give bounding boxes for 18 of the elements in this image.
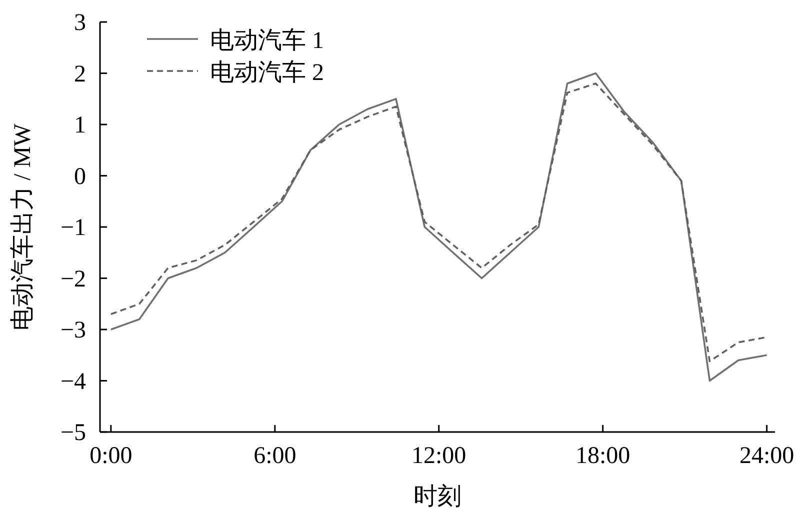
y-tick-label: −3 [60, 318, 86, 344]
y-tick-label: 3 [74, 10, 86, 36]
x-tick-label: 0:00 [90, 443, 132, 469]
y-tick-label: −4 [60, 368, 86, 395]
x-tick-label: 12:00 [412, 443, 466, 469]
x-tick-label: 6:00 [254, 443, 296, 469]
x-tick-label: 18:00 [576, 443, 630, 469]
y-axis-title: 电动汽车出力 / MW [9, 123, 36, 330]
y-tick-label: −5 [60, 420, 86, 446]
legend-label: 电动汽车 2 [210, 59, 324, 86]
y-tick-label: 2 [74, 61, 86, 88]
y-tick-label: 1 [74, 112, 86, 138]
x-axis-title: 时刻 [414, 483, 462, 510]
y-tick-label: −1 [60, 215, 86, 241]
x-tick-label: 24:00 [739, 443, 794, 469]
legend-label: 电动汽车 1 [210, 27, 324, 54]
y-tick-label: 0 [74, 164, 86, 190]
y-tick-label: −2 [60, 266, 86, 292]
